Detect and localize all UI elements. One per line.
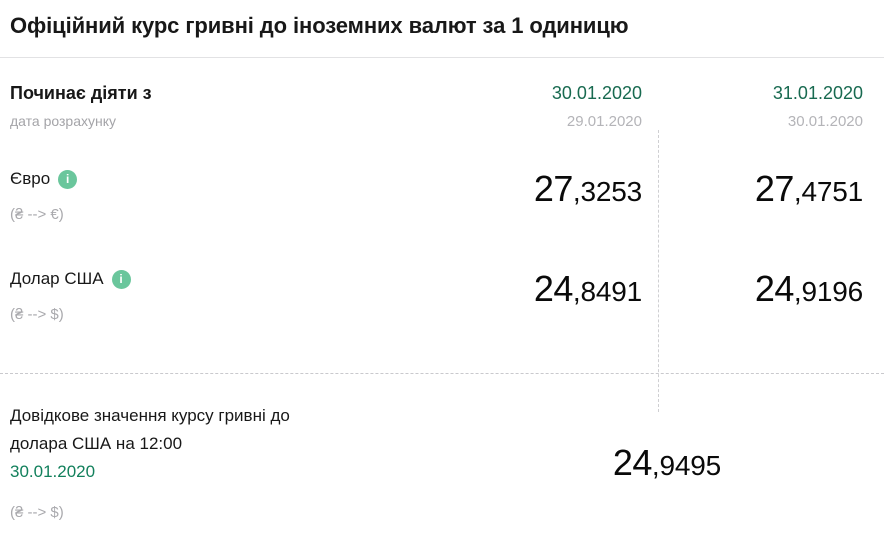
rate-int: 24 — [533, 268, 574, 309]
rate-cell-usd-1: 24,8491 — [470, 268, 660, 318]
reference-text-line2: долара США на 12:00 — [10, 434, 183, 453]
rate-cell-euro-1: 27,3253 — [470, 168, 660, 218]
calc-date-1: 29.01.2020 — [566, 113, 642, 130]
rate-value-euro-1: 27,3253 — [534, 168, 642, 209]
section-divider — [0, 373, 884, 374]
info-icon[interactable]: i — [58, 169, 78, 189]
page-title: Офіційний курс гривні до іноземних валют… — [10, 13, 629, 38]
reference-pair: (₴ --> $) — [10, 504, 64, 521]
title-divider — [0, 57, 884, 58]
effective-date-1: 30.01.2020 — [551, 83, 642, 103]
rate-value-usd-2: 24,9196 — [755, 268, 863, 309]
rate-cell-euro-2: 27,4751 — [681, 168, 884, 218]
reference-label: Довідкове значення курсу гривні до долар… — [0, 374, 580, 523]
rate-int: 27 — [533, 168, 574, 209]
rate-dec: ,4751 — [793, 176, 863, 207]
header-column-1: 30.01.2020 29.01.2020 — [470, 82, 660, 132]
rate-int: 24 — [754, 268, 795, 309]
header-column-2: 31.01.2020 30.01.2020 — [681, 82, 884, 132]
rate-dec: ,3253 — [572, 176, 642, 207]
effective-date-2: 31.01.2020 — [772, 83, 863, 103]
currency-pair-euro: (₴ --> €) — [10, 206, 64, 223]
rate-dec: ,8491 — [572, 276, 642, 307]
currency-label-usd: Долар США i (₴ --> $) — [0, 268, 470, 325]
calc-date-2: 30.01.2020 — [787, 113, 863, 130]
reference-rate-section: Довідкове значення курсу гривні до долар… — [0, 374, 884, 557]
reference-text-line1: Довідкове значення курсу гривні до — [10, 406, 290, 425]
currency-pair-usd: (₴ --> $) — [10, 306, 64, 323]
rate-value-euro-2: 27,4751 — [755, 168, 863, 209]
rates-table: Починає діяти з дата розрахунку 30.01.20… — [0, 58, 884, 412]
reference-rate-value: 24,9495 — [613, 442, 721, 483]
column-separator — [658, 130, 659, 412]
header-label-cell: Починає діяти з дата розрахунку — [0, 82, 470, 131]
table-header-row: Починає діяти з дата розрахунку 30.01.20… — [0, 82, 884, 154]
rate-value-usd-1: 24,8491 — [534, 268, 642, 309]
rate-dec: ,9495 — [651, 450, 721, 481]
rate-int: 24 — [612, 442, 653, 483]
currency-name-usd: Долар США i — [10, 268, 470, 290]
rate-cell-usd-2: 24,9196 — [681, 268, 884, 318]
currency-name-text: Євро — [10, 169, 51, 188]
table-row: Євро i (₴ --> €) 27,3253 27,4751 — [0, 168, 884, 254]
reference-value-cell: 24,9495 — [580, 374, 884, 492]
header-label-main: Починає діяти з — [10, 83, 152, 103]
currency-name-text: Долар США — [10, 269, 104, 288]
reference-date: 30.01.2020 — [10, 462, 96, 481]
info-icon[interactable]: i — [111, 269, 131, 289]
currency-label-euro: Євро i (₴ --> €) — [0, 168, 470, 225]
currency-name-euro: Євро i — [10, 168, 470, 190]
table-row: Долар США i (₴ --> $) 24,8491 24,9196 — [0, 268, 884, 354]
header-label-sub: дата розрахунку — [10, 113, 116, 129]
rate-dec: ,9196 — [793, 276, 863, 307]
rate-int: 27 — [754, 168, 795, 209]
